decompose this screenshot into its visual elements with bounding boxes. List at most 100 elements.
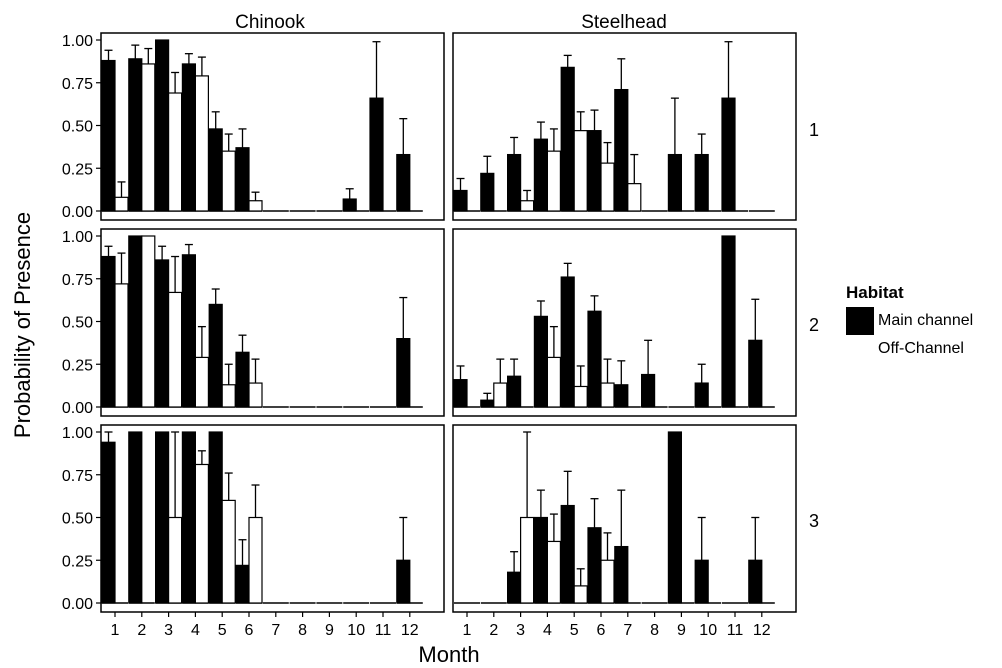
y-tick-label-row2-0.25: 0.25	[62, 357, 93, 374]
panel-frame-chinook-row1	[100, 32, 445, 221]
bar-off-chinook-row2-m2	[141, 235, 156, 408]
legend-item-main-channel: Main channel	[846, 307, 973, 335]
y-tick-label-row1-0.50: 0.50	[62, 119, 93, 136]
legend: Habitat Main channel Off-Channel	[846, 283, 973, 363]
x-tick-label-steelhead-9: 9	[677, 622, 686, 639]
bar-main-steelhead-row1-m5	[560, 66, 575, 212]
bar-main-steelhead-row2-m5	[560, 276, 575, 408]
y-tick-label-row2-0.50: 0.50	[62, 315, 93, 332]
bar-main-chinook-row1-m3	[155, 39, 170, 212]
bar-main-steelhead-row3-m5	[560, 504, 575, 604]
bar-off-chinook-row2-m4	[194, 356, 209, 408]
x-tick-label-chinook-11: 11	[375, 622, 392, 639]
y-tick-label-row3-0.25: 0.25	[62, 553, 93, 570]
bar-off-chinook-row1-m3	[168, 92, 183, 212]
bar-main-steelhead-row3-m10	[694, 559, 709, 604]
x-tick-label-chinook-6: 6	[245, 622, 254, 639]
bar-off-steelhead-row1-m5	[573, 130, 588, 212]
panel-frame-chinook-row2	[100, 228, 445, 417]
x-tick-label-steelhead-1: 1	[463, 622, 472, 639]
bar-off-steelhead-row2-m6	[600, 382, 615, 408]
y-tick-label-row2-0.00: 0.00	[62, 400, 93, 417]
x-tick-label-steelhead-6: 6	[597, 622, 606, 639]
bar-main-chinook-row1-m11	[369, 97, 384, 212]
bar-main-chinook-row1-m1	[101, 59, 116, 212]
row-label-2: 2	[809, 315, 819, 335]
bar-main-steelhead-row3-m12	[748, 559, 763, 604]
bar-main-chinook-row2-m3	[155, 259, 170, 408]
y-tick-label-row3-0.50: 0.50	[62, 511, 93, 528]
column-header-steelhead: Steelhead	[581, 12, 667, 33]
bar-off-steelhead-row1-m4	[546, 150, 562, 212]
x-tick-label-chinook-4: 4	[191, 622, 200, 639]
bar-main-chinook-row2-m4	[181, 254, 196, 408]
bar-off-steelhead-row2-m4	[546, 356, 562, 408]
column-header-chinook: Chinook	[235, 12, 305, 33]
bar-off-chinook-row2-m1	[114, 283, 129, 408]
bar-main-chinook-row3-m12	[396, 559, 411, 604]
bar-off-steelhead-row3-m6	[600, 559, 615, 604]
x-tick-label-chinook-9: 9	[325, 622, 334, 639]
bar-off-chinook-row1-m4	[194, 75, 209, 212]
bar-main-steelhead-row2-m12	[748, 339, 763, 408]
row-label-3: 3	[809, 511, 819, 531]
x-tick-label-steelhead-12: 12	[753, 622, 771, 639]
x-tick-label-steelhead-4: 4	[543, 622, 552, 639]
bar-main-steelhead-row1-m7	[614, 88, 629, 212]
bar-main-steelhead-row2-m1	[453, 379, 468, 408]
y-tick-label-row1-0.75: 0.75	[62, 76, 93, 93]
legend-label-off-channel: Off-Channel	[878, 340, 964, 357]
x-tick-label-steelhead-3: 3	[516, 622, 525, 639]
bar-main-steelhead-row3-m9	[667, 431, 683, 604]
bar-main-chinook-row1-m6	[235, 147, 250, 212]
bar-main-chinook-row2-m6	[235, 351, 250, 408]
bar-main-steelhead-row1-m10	[694, 153, 709, 212]
legend-swatch-off-channel	[846, 335, 874, 363]
legend-swatch-main-channel	[846, 307, 874, 335]
x-axis-title: Month	[418, 642, 479, 667]
panel-frame-steelhead-row3	[452, 424, 797, 613]
bar-main-chinook-row3-m3	[155, 431, 170, 604]
panel-frame-chinook-row3	[100, 424, 445, 613]
bar-main-steelhead-row2-m7	[614, 384, 629, 408]
bar-off-steelhead-row3-m4	[546, 540, 562, 604]
bar-main-chinook-row1-m2	[128, 58, 143, 212]
bar-off-steelhead-row2-m2	[493, 382, 508, 408]
bar-main-steelhead-row1-m4	[533, 138, 549, 212]
bar-main-steelhead-row1-m2	[480, 172, 495, 212]
bar-main-chinook-row1-m12	[396, 153, 411, 212]
bar-main-steelhead-row2-m11	[721, 235, 736, 408]
bar-main-steelhead-row2-m6	[587, 310, 602, 408]
bar-main-chinook-row2-m12	[396, 338, 411, 408]
y-axis-title: Probability of Presence	[10, 212, 35, 438]
bar-off-chinook-row2-m3	[168, 291, 183, 408]
bar-main-chinook-row2-m5	[208, 303, 223, 408]
bar-main-steelhead-row3-m3	[507, 571, 522, 604]
x-tick-label-steelhead-5: 5	[570, 622, 579, 639]
bar-main-steelhead-row1-m6	[587, 130, 602, 212]
bar-off-chinook-row1-m2	[141, 63, 156, 212]
bar-main-chinook-row3-m4	[181, 431, 196, 604]
bar-main-chinook-row3-m6	[235, 564, 250, 604]
bar-off-chinook-row1-m6	[248, 200, 263, 212]
bar-main-chinook-row2-m2	[128, 235, 143, 408]
bar-main-steelhead-row1-m9	[667, 153, 683, 212]
bar-main-steelhead-row2-m4	[533, 315, 549, 408]
y-tick-label-row3-0.75: 0.75	[62, 468, 93, 485]
bar-off-chinook-row3-m4	[194, 463, 209, 604]
bar-main-steelhead-row3-m7	[614, 545, 629, 604]
bar-main-chinook-row1-m5	[208, 128, 223, 212]
x-tick-label-chinook-2: 2	[137, 622, 146, 639]
x-tick-label-chinook-1: 1	[111, 622, 120, 639]
y-tick-label-row3-0.00: 0.00	[62, 596, 93, 613]
bar-main-chinook-row1-m4	[181, 63, 196, 212]
bar-off-steelhead-row3-m5	[573, 585, 588, 604]
bar-off-chinook-row2-m6	[248, 382, 263, 408]
bar-off-steelhead-row3-m3	[519, 516, 535, 604]
legend-title: Habitat	[846, 283, 904, 302]
bar-main-chinook-row1-m10	[342, 198, 357, 212]
y-tick-label-row1-1.00: 1.00	[62, 33, 93, 50]
bar-off-chinook-row1-m1	[114, 196, 129, 212]
panel-frame-steelhead-row1	[452, 32, 797, 221]
